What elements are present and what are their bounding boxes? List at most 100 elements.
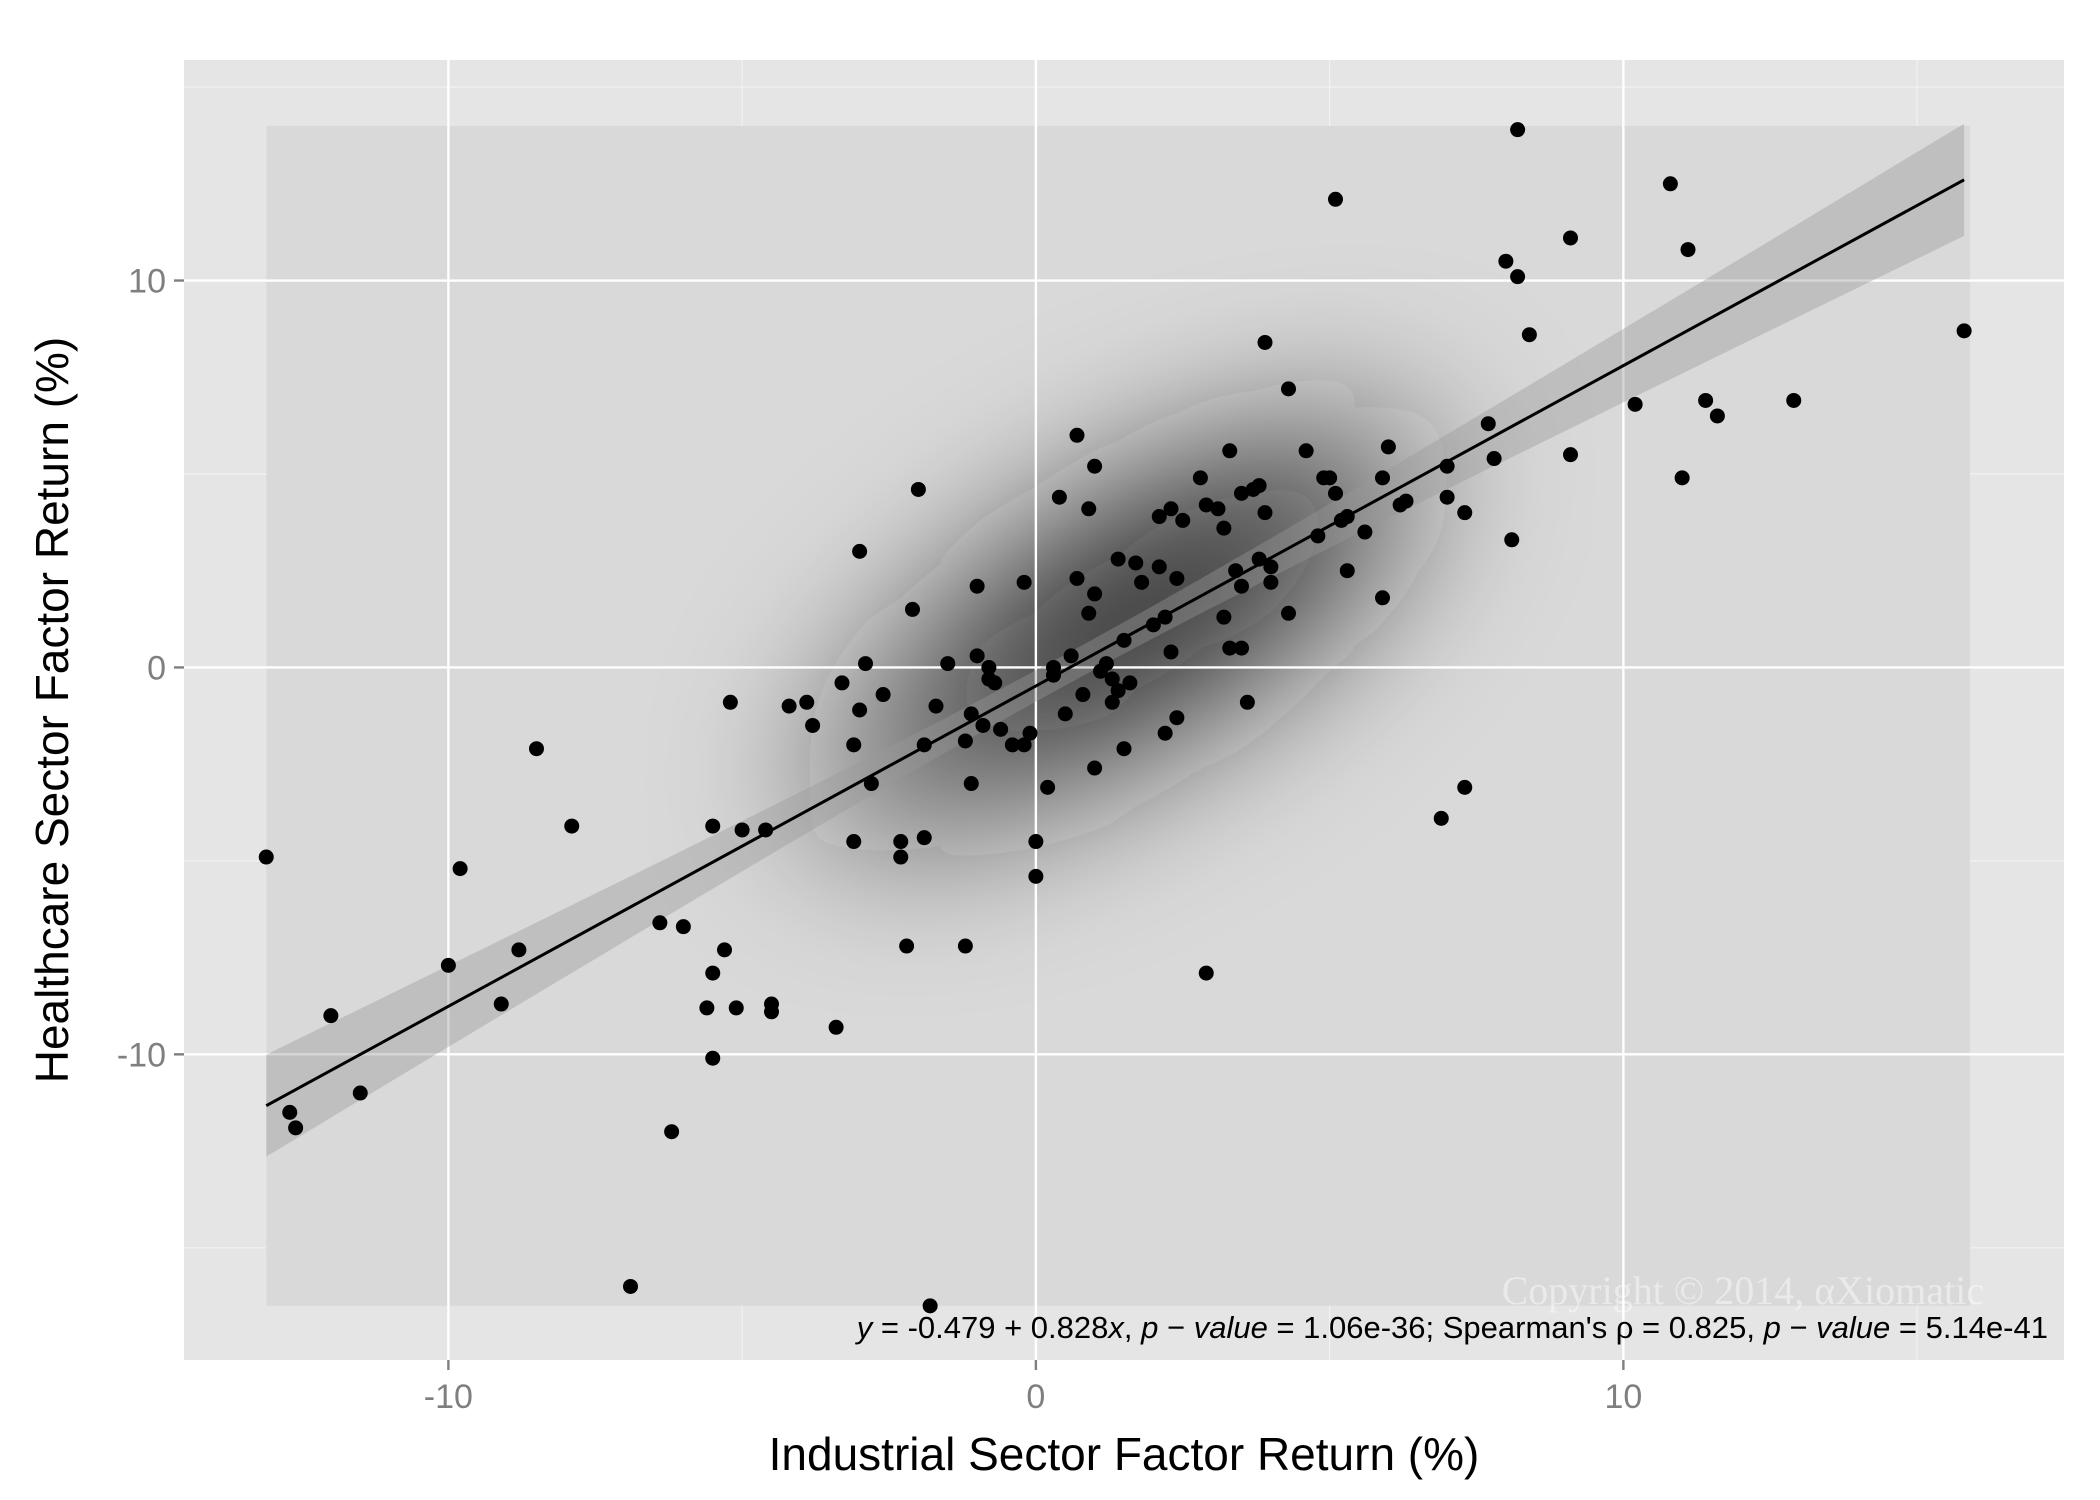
data-point-137 xyxy=(1433,810,1449,826)
data-point-81 xyxy=(1104,671,1120,687)
data-point-155 xyxy=(1698,392,1714,408)
data-point-112 xyxy=(1239,694,1255,710)
data-point-52 xyxy=(969,648,985,664)
data-point-29 xyxy=(828,1019,844,1035)
data-point-117 xyxy=(1257,505,1273,521)
data-point-45 xyxy=(922,1298,938,1314)
data-point-74 xyxy=(1081,605,1097,621)
data-point-14 xyxy=(675,919,691,935)
data-point-40 xyxy=(899,938,915,954)
data-point-109 xyxy=(1234,485,1249,501)
data-point-12 xyxy=(652,915,668,931)
data-point-46 xyxy=(928,698,944,714)
data-point-62 xyxy=(1022,725,1038,741)
data-point-75 xyxy=(1081,501,1097,517)
data-point-5 xyxy=(440,957,456,973)
data-point-119 xyxy=(1263,559,1279,575)
data-point-59 xyxy=(1004,737,1020,753)
data-point-0 xyxy=(258,849,274,865)
data-point-26 xyxy=(781,698,797,714)
data-point-110 xyxy=(1234,578,1249,594)
data-point-100 xyxy=(1192,470,1208,486)
data-point-51 xyxy=(963,776,979,792)
data-point-114 xyxy=(1251,478,1267,494)
annot-x-symbol: x xyxy=(1106,1310,1125,1345)
data-point-154 xyxy=(1680,242,1696,258)
regression-line xyxy=(265,178,1965,1107)
y-tick-label-0: 0 xyxy=(147,649,166,687)
data-point-71 xyxy=(1069,570,1085,586)
annot-p-symbol-2: p xyxy=(1763,1310,1781,1345)
data-point-69 xyxy=(1057,706,1073,722)
data-point-116 xyxy=(1257,334,1273,350)
y-axis: -10 0 10 xyxy=(117,263,184,1074)
data-point-89 xyxy=(1134,574,1150,590)
data-point-61 xyxy=(1016,574,1032,590)
data-point-93 xyxy=(1157,725,1173,741)
data-point-84 xyxy=(1110,683,1126,699)
watermark: Copyright © 2014, αXiomatic xyxy=(1502,1268,1984,1313)
data-point-126 xyxy=(1328,485,1343,501)
data-point-49 xyxy=(957,938,973,954)
data-point-123 xyxy=(1310,528,1326,544)
annot-minus-2: − xyxy=(1781,1310,1816,1345)
data-point-19 xyxy=(717,942,732,958)
data-point-127 xyxy=(1328,191,1343,207)
data-point-57 xyxy=(987,675,1003,691)
data-point-130 xyxy=(1339,509,1355,525)
data-point-35 xyxy=(858,656,873,672)
x-axis: -10 0 10 xyxy=(424,1360,1642,1416)
data-point-65 xyxy=(1040,779,1056,795)
data-point-131 xyxy=(1357,524,1373,540)
data-point-148 xyxy=(1521,327,1537,343)
data-point-104 xyxy=(1216,520,1232,536)
data-point-85 xyxy=(1116,632,1132,648)
data-point-96 xyxy=(1163,501,1179,517)
data-point-136 xyxy=(1398,493,1414,509)
data-point-80 xyxy=(1098,656,1114,672)
data-point-4 xyxy=(352,1085,368,1101)
data-point-18 xyxy=(705,1050,721,1066)
data-point-92 xyxy=(1151,559,1167,575)
data-point-83 xyxy=(1110,551,1126,567)
data-point-17 xyxy=(705,965,721,981)
data-point-20 xyxy=(722,694,738,710)
data-point-3 xyxy=(323,1008,339,1024)
data-point-54 xyxy=(975,717,991,733)
data-point-145 xyxy=(1504,532,1520,548)
data-point-91 xyxy=(1151,509,1167,525)
data-point-88 xyxy=(1128,555,1144,571)
data-point-140 xyxy=(1457,505,1473,521)
x-axis-title: Industrial Sector Factor Return (%) xyxy=(769,1428,1480,1480)
data-point-37 xyxy=(875,687,891,703)
data-point-152 xyxy=(1662,176,1678,192)
data-point-55 xyxy=(981,659,997,675)
data-point-157 xyxy=(1786,392,1802,408)
data-point-25 xyxy=(764,1004,779,1020)
data-point-103 xyxy=(1210,501,1226,517)
data-point-90 xyxy=(1145,617,1161,633)
data-point-139 xyxy=(1439,489,1455,505)
data-point-158 xyxy=(1956,323,1972,339)
data-point-118 xyxy=(1263,574,1279,590)
data-point-150 xyxy=(1563,230,1578,246)
data-point-30 xyxy=(834,675,850,691)
x-tick-label-10: 10 xyxy=(1604,1378,1642,1416)
data-point-36 xyxy=(863,776,879,792)
data-point-6 xyxy=(452,861,468,877)
data-point-11 xyxy=(623,1278,638,1294)
major-gridlines xyxy=(184,60,2064,1360)
data-point-149 xyxy=(1563,447,1578,463)
annot-minus-1: − xyxy=(1158,1310,1193,1345)
data-point-32 xyxy=(846,834,862,850)
annot-p-symbol-1: p xyxy=(1140,1310,1158,1345)
data-point-94 xyxy=(1157,609,1173,625)
data-point-125 xyxy=(1322,470,1338,486)
annot-equation: = -0.479 + 0.828 xyxy=(872,1310,1108,1345)
data-point-138 xyxy=(1439,458,1455,474)
annot-y-symbol: y xyxy=(855,1310,875,1345)
data-point-97 xyxy=(1169,570,1185,586)
x-tick-label-0: 0 xyxy=(1026,1378,1045,1416)
data-point-1 xyxy=(282,1104,298,1120)
